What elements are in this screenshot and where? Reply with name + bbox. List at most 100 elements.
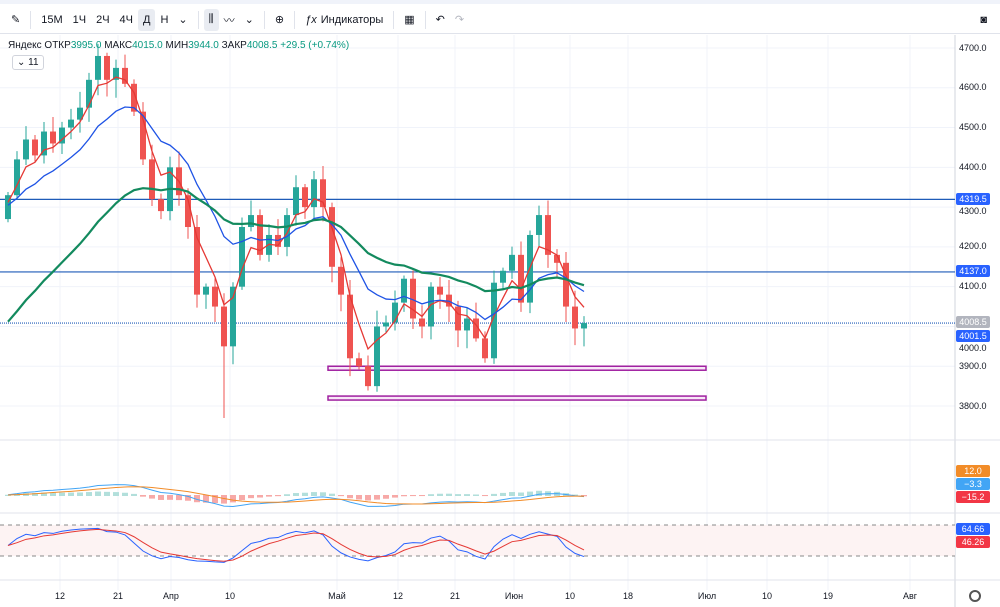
candle-body xyxy=(221,306,227,347)
candle-body xyxy=(248,215,254,228)
macd-histogram-bar xyxy=(284,494,290,496)
candle-body xyxy=(149,159,155,200)
candle-body xyxy=(365,366,371,387)
price-tick: 4500.0 xyxy=(959,122,987,133)
macd-histogram-bar xyxy=(239,495,245,501)
macd-histogram-bar xyxy=(392,495,398,498)
candle-body xyxy=(203,286,209,295)
candle-body xyxy=(104,55,110,80)
candle-body xyxy=(464,318,470,331)
macd-histogram-bar xyxy=(194,495,200,503)
macd-histogram-bar xyxy=(50,492,56,496)
price-tick: 3900.0 xyxy=(959,360,987,371)
indicator-count: 11 xyxy=(28,57,39,68)
low-label: МИН xyxy=(165,40,189,51)
candle-body xyxy=(14,159,20,196)
price-tick: 4200.0 xyxy=(959,241,987,252)
candle-body xyxy=(419,318,425,327)
macd-histogram-bar xyxy=(5,494,11,496)
mid-ma-line xyxy=(7,106,585,321)
price-tick: 4300.0 xyxy=(959,206,987,216)
candle-body xyxy=(356,358,362,367)
macd-histogram-bar xyxy=(275,495,281,497)
candles-icon[interactable]: ⫼ xyxy=(203,8,219,31)
price-tag: 4008.5 xyxy=(956,316,990,328)
interval-4h[interactable]: 4Ч xyxy=(119,13,133,26)
candle-body xyxy=(347,294,353,359)
interval-day[interactable]: Д xyxy=(137,8,156,31)
redo-icon[interactable]: ↷ xyxy=(454,14,465,26)
macd-histogram-bar xyxy=(311,492,317,496)
time-tick: Май xyxy=(328,591,346,601)
macd-histogram-bar xyxy=(203,495,209,503)
macd-histogram-bar xyxy=(536,490,542,496)
candle-body xyxy=(113,67,119,80)
line-chart-icon[interactable]: 〰 xyxy=(223,14,235,27)
time-tick: 10 xyxy=(761,591,773,601)
candle-body xyxy=(95,55,101,80)
candle-body xyxy=(554,254,560,263)
candle-body xyxy=(491,282,497,359)
macd-histogram-bar xyxy=(248,495,254,499)
pencil-icon[interactable]: ✎ xyxy=(11,14,21,26)
macd-histogram-bar xyxy=(464,494,470,496)
fx-icon: ƒx xyxy=(305,13,317,26)
indicators-button[interactable]: ƒx Индикаторы xyxy=(300,9,388,31)
layouts-icon[interactable]: ▦ xyxy=(404,14,415,26)
time-tick: Авг xyxy=(902,591,918,601)
candle-body xyxy=(428,286,434,327)
chevron-down-icon[interactable]: ⌄ xyxy=(178,14,188,26)
macd-histogram-bar xyxy=(329,493,335,496)
osc-tag: 46.26 xyxy=(956,536,990,548)
interval-week[interactable]: Н xyxy=(160,13,169,26)
support-zone xyxy=(327,395,707,401)
change-value: +29.5 (+0.74%) xyxy=(280,40,350,51)
macd-histogram-bar xyxy=(257,495,263,498)
macd-histogram-bar xyxy=(212,495,218,504)
price-tick: 4000.0 xyxy=(959,343,987,353)
time-tick: 21 xyxy=(449,591,461,601)
time-tick: 10 xyxy=(564,591,576,601)
chart-canvas[interactable] xyxy=(0,35,1000,607)
macd-histogram-bar xyxy=(77,492,83,496)
candle-body xyxy=(212,286,218,307)
chevron-down-icon[interactable]: ⌄ xyxy=(244,14,254,26)
macd-histogram-bar xyxy=(500,492,506,496)
candle-body xyxy=(320,179,326,208)
candle-body xyxy=(302,187,308,208)
interval-1h[interactable]: 1Ч xyxy=(72,13,87,26)
macd-histogram-bar xyxy=(176,495,182,501)
macd-histogram-bar xyxy=(338,495,344,497)
time-tick: 10 xyxy=(224,591,236,601)
compare-plus-icon[interactable]: ⊕ xyxy=(274,14,285,26)
interval-15m[interactable]: 15M xyxy=(41,13,63,26)
macd-histogram-bar xyxy=(95,491,101,496)
indicators-collapse-button[interactable]: ⌄ 11 xyxy=(12,55,44,70)
settings-icon[interactable] xyxy=(969,590,981,602)
candle-body xyxy=(518,254,524,303)
candle-body xyxy=(482,338,488,359)
time-tick: 18 xyxy=(622,591,634,601)
macd-histogram-bar xyxy=(113,492,119,496)
candle-body xyxy=(401,278,407,303)
macd-histogram-bar xyxy=(158,495,164,500)
camera-icon[interactable]: ◙ xyxy=(980,13,987,26)
fast-ma-line xyxy=(7,76,585,351)
candle-body xyxy=(572,306,578,329)
macd-histogram-bar xyxy=(302,492,308,496)
macd-histogram-bar xyxy=(140,495,146,497)
price-tick: 4600.0 xyxy=(959,82,987,93)
candle-body xyxy=(86,79,92,108)
candle-body xyxy=(23,139,29,160)
osc-tag: 64.66 xyxy=(956,523,990,535)
undo-icon[interactable]: ↶ xyxy=(435,14,445,26)
macd-histogram-bar xyxy=(365,495,371,501)
macd-histogram-bar xyxy=(455,494,461,496)
candle-body xyxy=(437,286,443,295)
interval-2h[interactable]: 2Ч xyxy=(96,13,110,26)
candle-body xyxy=(284,215,290,247)
time-tick: 21 xyxy=(112,591,124,601)
macd-histogram-bar xyxy=(410,495,416,497)
candle-body xyxy=(5,195,11,220)
open-value: 3995.0 xyxy=(70,40,102,51)
